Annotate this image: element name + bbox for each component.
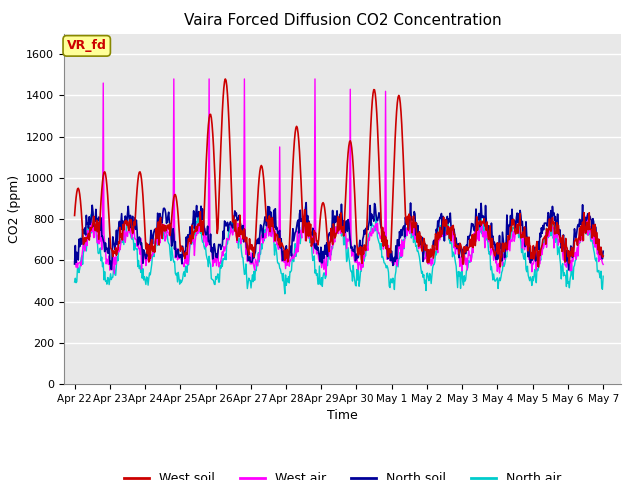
Y-axis label: CO2 (ppm): CO2 (ppm)	[8, 175, 20, 243]
X-axis label: Time: Time	[327, 409, 358, 422]
Text: VR_fd: VR_fd	[67, 39, 107, 52]
Title: Vaira Forced Diffusion CO2 Concentration: Vaira Forced Diffusion CO2 Concentration	[184, 13, 501, 28]
Legend: West soil, West air, North soil, North air: West soil, West air, North soil, North a…	[119, 467, 566, 480]
